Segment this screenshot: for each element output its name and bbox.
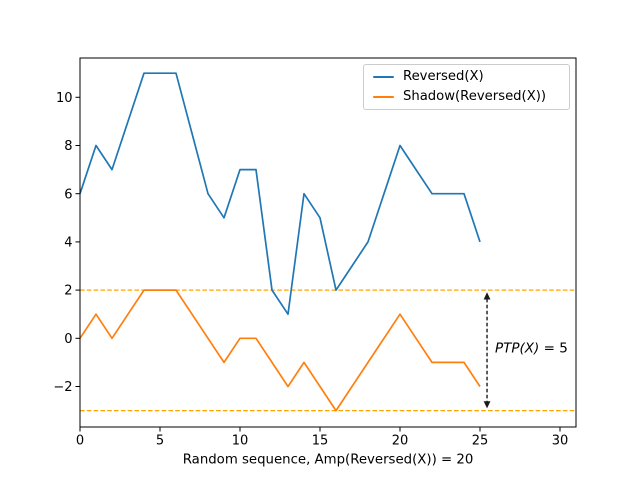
y-tick-label: 8: [64, 139, 72, 154]
legend-item-reversed-x: Reversed(X): [373, 68, 563, 86]
x-tick-label: 5: [156, 434, 164, 449]
legend: Reversed(X) Shadow(Reversed(X)): [363, 64, 570, 110]
y-tick-label: 0: [64, 332, 72, 347]
y-tick-label: 4: [64, 235, 72, 250]
axes-frame: [79, 57, 577, 428]
legend-label-reversed-x: Reversed(X): [403, 69, 484, 85]
y-tick-label: 2: [64, 284, 72, 299]
x-tick-label: 10: [232, 434, 249, 449]
ptp-annotation-italic: PTP(X): [495, 341, 539, 357]
ptp-arrow-head-down: [483, 401, 491, 409]
y-tick-label: −2: [53, 380, 72, 395]
x-tick-label: 20: [392, 434, 409, 449]
x-tick-label: 15: [312, 434, 329, 449]
x-tick-label: 0: [76, 434, 84, 449]
series-line-shadow-reversed-x: [79, 289, 481, 412]
series-line-reversed-x: [79, 72, 481, 316]
legend-item-shadow: Shadow(Reversed(X)): [373, 88, 563, 106]
ptp-annotation-plain: = 5: [539, 341, 567, 357]
legend-swatch-blue-line: [373, 75, 394, 79]
x-tick-label: 25: [472, 434, 489, 449]
ptp-annotation-text: PTP(X) = 5: [495, 341, 568, 357]
y-tick-label: 6: [64, 187, 72, 202]
legend-swatch-orange-line: [373, 95, 394, 99]
ptp-arrow-head-up: [483, 292, 491, 300]
y-tick-label: 10: [56, 91, 73, 106]
x-axis-label: Random sequence, Amp(Reversed(X)) = 20: [183, 453, 474, 468]
legend-label-shadow: Shadow(Reversed(X)): [403, 89, 547, 105]
x-tick-label: 30: [552, 434, 569, 449]
